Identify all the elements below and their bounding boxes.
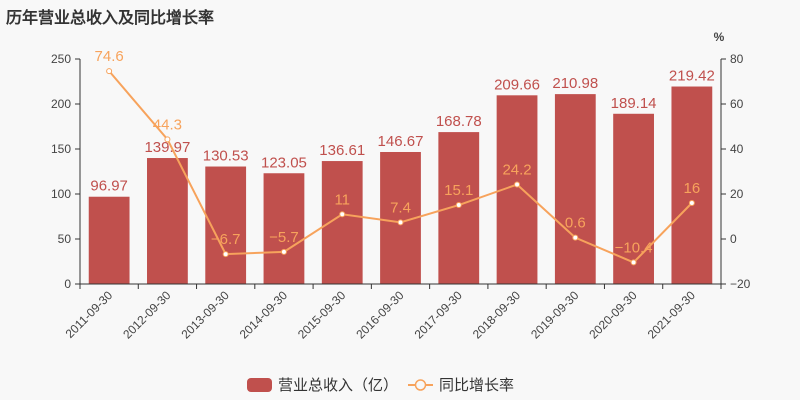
line-point[interactable] xyxy=(455,202,462,209)
chart-title: 历年营业总收入及同比增长率 xyxy=(6,8,215,27)
left-axis-tick-label: 250 xyxy=(51,52,71,66)
right-axis-tick-label: 0 xyxy=(730,232,737,246)
bar[interactable] xyxy=(263,173,305,284)
bar-value-label: 219.42 xyxy=(669,68,715,85)
bar-value-label: 96.97 xyxy=(90,178,128,195)
x-axis-tick-label: 2021-09-30 xyxy=(645,288,699,342)
line-point[interactable] xyxy=(339,211,346,218)
left-axis-tick-label: 200 xyxy=(51,97,71,111)
line-point[interactable] xyxy=(630,259,637,266)
bar[interactable] xyxy=(438,132,480,284)
legend-item-growth[interactable]: 同比增长率 xyxy=(408,374,514,395)
left-axis-tick-label: 0 xyxy=(64,277,71,291)
line-value-label: 24.2 xyxy=(502,162,531,179)
bar[interactable] xyxy=(671,86,713,284)
bar[interactable] xyxy=(147,158,188,284)
line-point[interactable] xyxy=(164,136,171,143)
legend-label-revenue: 营业总收入（亿） xyxy=(278,376,399,394)
legend: 营业总收入（亿） 同比增长率 xyxy=(247,374,524,395)
legend-label-growth: 同比增长率 xyxy=(439,376,515,394)
bar-value-label: 210.98 xyxy=(552,75,598,92)
line-point[interactable] xyxy=(106,68,113,75)
bar[interactable] xyxy=(554,94,596,284)
line-point[interactable] xyxy=(572,234,579,241)
x-axis-tick-label: 2013-09-30 xyxy=(178,288,232,342)
right-axis-tick-label: 80 xyxy=(730,52,744,66)
line-marker-icon xyxy=(408,378,434,391)
x-axis-tick-label: 2019-09-30 xyxy=(528,288,582,342)
x-axis-tick-label: 2015-09-30 xyxy=(295,288,349,342)
line-point[interactable] xyxy=(688,200,695,206)
bar-value-label: 130.53 xyxy=(203,148,249,165)
bar-value-label: 136.61 xyxy=(319,142,365,159)
x-axis-tick-label: 2012-09-30 xyxy=(120,288,174,342)
right-axis-tick-label: −20 xyxy=(730,277,751,291)
line-value-label: −5.7 xyxy=(269,229,299,246)
line-value-label: 44.3 xyxy=(153,116,182,133)
right-axis-tick-label: 20 xyxy=(730,187,744,201)
legend-item-revenue[interactable]: 营业总收入（亿） xyxy=(247,374,398,395)
line-point[interactable] xyxy=(397,219,404,226)
right-axis-tick-label: 60 xyxy=(730,97,744,111)
bar-value-label: 168.78 xyxy=(436,113,482,130)
line-point[interactable] xyxy=(222,251,229,258)
x-axis-tick-label: 2020-09-30 xyxy=(586,288,640,342)
bar[interactable] xyxy=(613,113,654,284)
bar-value-label: 189.14 xyxy=(611,95,657,112)
line-point[interactable] xyxy=(514,181,521,188)
left-axis-tick-label: 100 xyxy=(51,187,71,201)
left-axis-tick-label: 150 xyxy=(51,142,71,156)
x-axis-tick-label: 2017-09-30 xyxy=(412,288,466,342)
bar-value-label: 139.97 xyxy=(144,139,190,156)
bar-swatch-icon xyxy=(247,377,272,392)
bar-value-label: 146.67 xyxy=(378,133,424,150)
right-axis-tick-label: 40 xyxy=(730,142,744,156)
line-value-label: 16 xyxy=(684,180,701,197)
bar[interactable] xyxy=(88,196,130,284)
right-axis-unit: % xyxy=(714,30,725,44)
line-value-label: 74.6 xyxy=(95,48,124,65)
line-value-label: 11 xyxy=(334,191,350,208)
x-axis-tick-label: 2018-09-30 xyxy=(470,288,524,342)
bar-value-label: 123.05 xyxy=(261,154,307,171)
line-value-label: −6.7 xyxy=(211,231,241,248)
x-axis-tick-label: 2014-09-30 xyxy=(237,288,291,342)
line-value-label: 15.1 xyxy=(444,182,473,199)
line-value-label: 7.4 xyxy=(390,199,411,216)
x-axis-tick-label: 2011-09-30 xyxy=(63,288,116,341)
x-axis-tick-label: 2016-09-30 xyxy=(353,288,407,342)
line-point[interactable] xyxy=(280,248,287,255)
bar-value-label: 209.66 xyxy=(494,76,540,93)
line-value-label: −10.4 xyxy=(615,239,653,256)
left-axis-tick-label: 50 xyxy=(58,232,72,246)
line-value-label: 0.6 xyxy=(565,215,586,232)
